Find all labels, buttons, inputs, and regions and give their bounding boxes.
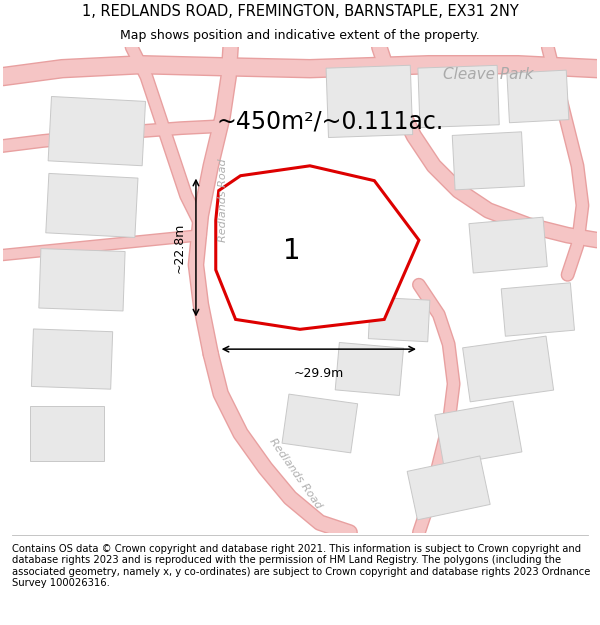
Polygon shape [48,96,146,166]
Polygon shape [46,173,138,238]
Text: ~22.8m: ~22.8m [173,222,186,272]
Polygon shape [216,166,419,329]
Polygon shape [418,66,499,128]
Polygon shape [435,401,522,466]
Text: Map shows position and indicative extent of the property.: Map shows position and indicative extent… [120,29,480,42]
Text: Cleave Park: Cleave Park [443,67,533,82]
Polygon shape [30,406,104,461]
Polygon shape [335,342,404,396]
Text: Redlands Road: Redlands Road [218,159,227,242]
Polygon shape [368,297,430,342]
Text: ~450m²/~0.111ac.: ~450m²/~0.111ac. [216,109,443,133]
Polygon shape [507,70,569,122]
Polygon shape [407,456,490,520]
Polygon shape [452,132,524,190]
Polygon shape [282,394,358,453]
Polygon shape [31,329,113,389]
Polygon shape [463,336,554,402]
Polygon shape [469,217,547,273]
Polygon shape [501,282,574,336]
Polygon shape [268,207,352,283]
Text: ~29.9m: ~29.9m [294,367,344,380]
Text: 1: 1 [283,237,300,265]
Polygon shape [39,249,125,311]
Text: 1, REDLANDS ROAD, FREMINGTON, BARNSTAPLE, EX31 2NY: 1, REDLANDS ROAD, FREMINGTON, BARNSTAPLE… [82,4,518,19]
Text: Contains OS data © Crown copyright and database right 2021. This information is : Contains OS data © Crown copyright and d… [12,544,590,588]
Polygon shape [326,65,413,138]
Text: Redlands Road: Redlands Road [267,436,323,510]
